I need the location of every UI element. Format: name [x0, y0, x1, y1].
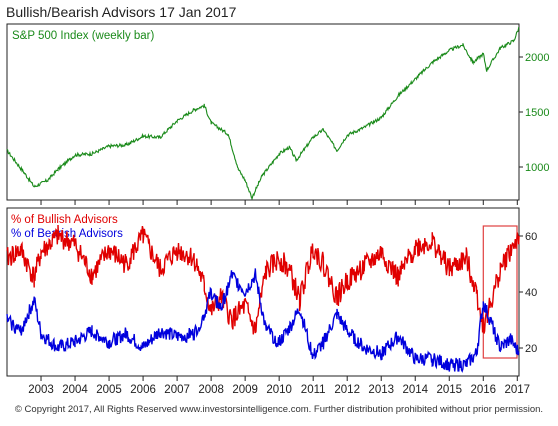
highlight-box [482, 225, 518, 359]
sentiment-ytick-label: 60 [525, 231, 537, 243]
sp500-line [6, 26, 520, 200]
copyright-notice: © Copyright 2017, All Rights Reserved ww… [14, 404, 544, 415]
x-tick-label: 2015 [436, 384, 462, 396]
x-tick-label: 2007 [164, 384, 190, 396]
sp500-panel-title: S&P 500 Index (weekly bar) [12, 30, 155, 42]
x-tick-label: 2017 [505, 384, 531, 396]
x-tick-label: 2010 [266, 384, 292, 396]
x-tick-label: 2016 [470, 384, 496, 396]
sp500-ytick-label: 1000 [525, 162, 549, 174]
bullish-line [6, 224, 520, 335]
x-tick-label: 2013 [368, 384, 394, 396]
x-tick-label: 2011 [301, 384, 326, 396]
x-tick-label: 2005 [96, 384, 122, 396]
sentiment-ytick-label: 20 [525, 343, 537, 355]
x-tick-label: 2003 [28, 384, 54, 396]
chart-title: Bullish/Bearish Advisors 17 Jan 2017 [6, 4, 237, 20]
x-tick-label: 2009 [232, 384, 258, 396]
x-tick-label: 2006 [130, 384, 156, 396]
x-tick-label: 2004 [62, 384, 88, 396]
sp500-ytick-label: 1500 [525, 107, 549, 119]
bearish-line [6, 268, 520, 373]
sentiment-ytick-label: 40 [525, 287, 537, 299]
x-tick-label: 2008 [198, 384, 224, 396]
x-tick-label: 2012 [334, 384, 360, 396]
sp500-ytick-label: 2000 [525, 52, 549, 64]
x-tick-label: 2014 [402, 384, 428, 396]
bullish-legend-label: % of Bullish Advisors [11, 214, 118, 226]
